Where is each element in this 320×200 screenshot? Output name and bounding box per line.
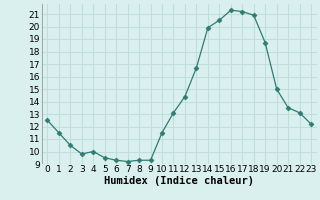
X-axis label: Humidex (Indice chaleur): Humidex (Indice chaleur) bbox=[104, 176, 254, 186]
